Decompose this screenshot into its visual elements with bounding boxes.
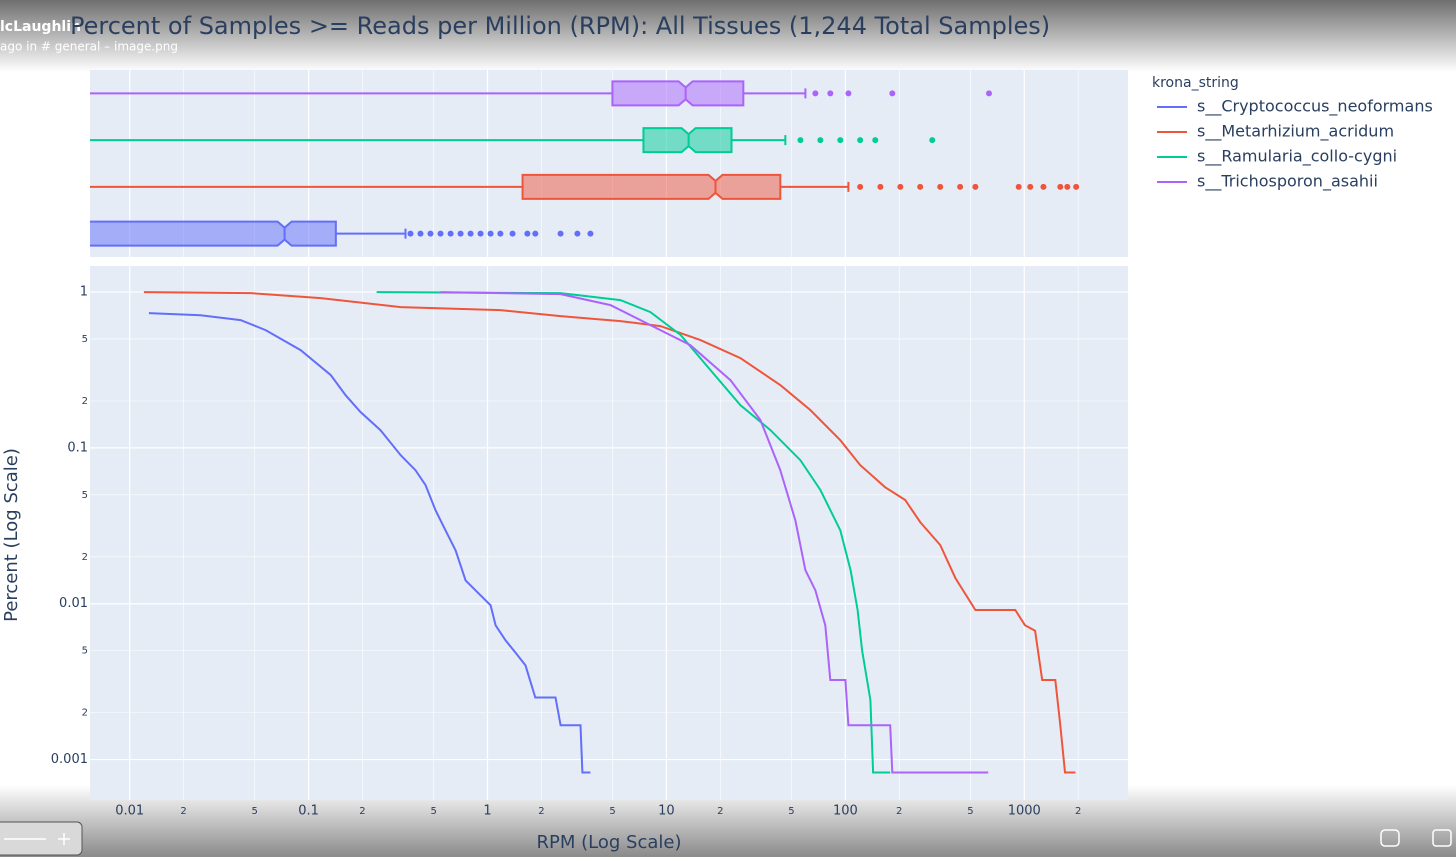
x-tick-label: 2	[180, 806, 186, 817]
outlier	[1015, 183, 1022, 190]
y-tick-label: 0.01	[59, 596, 88, 611]
slack-user: lcLaughlin	[0, 19, 81, 35]
outlier	[985, 90, 992, 97]
zoom-plus[interactable]	[58, 833, 70, 845]
x-tick-label: 5	[252, 806, 258, 817]
outlier	[817, 137, 824, 144]
survival-line	[143, 291, 1076, 774]
chart-title: Percent of Samples >= Reads per Million …	[70, 12, 1050, 40]
y-tick-label: 5	[82, 334, 88, 345]
y-tick-label: 1	[80, 285, 88, 300]
notched-box	[521, 173, 782, 200]
x-tick-label: 0.01	[115, 804, 144, 819]
x-tick-label: 2	[896, 806, 902, 817]
outlier	[872, 137, 879, 144]
outlier	[447, 230, 454, 237]
y-tick-label: 0.1	[67, 440, 88, 455]
y-axis-title: Percent (Log Scale)	[1, 448, 22, 622]
legend-label: s__Ramularia_collo-cygni	[1197, 147, 1397, 167]
outlier	[1073, 183, 1080, 190]
outlier	[497, 230, 504, 237]
survival-line	[440, 291, 989, 774]
outlier	[897, 183, 904, 190]
notched-box	[611, 80, 745, 107]
y-tick-label: 2	[82, 552, 88, 563]
outlier	[797, 137, 804, 144]
outlier	[812, 90, 819, 97]
x-tick-label: 1	[483, 804, 491, 819]
x-tick-label: 2	[717, 806, 723, 817]
outlier	[524, 230, 531, 237]
outlier	[857, 137, 864, 144]
y-tick-label: 5	[82, 646, 88, 657]
x-tick-label: 2	[538, 806, 544, 817]
legend-title: krona_string	[1152, 75, 1239, 91]
outlier	[407, 230, 414, 237]
outlier	[532, 230, 539, 237]
outlier	[857, 183, 864, 190]
x-tick-label: 5	[430, 806, 436, 817]
outlier	[467, 230, 474, 237]
outlier	[1027, 183, 1034, 190]
outlier	[1064, 183, 1071, 190]
outlier	[889, 90, 896, 97]
outlier	[1057, 183, 1064, 190]
x-tick-label: 5	[788, 806, 794, 817]
x-tick-label: 2	[1075, 806, 1081, 817]
legend-label: s__Metarhizium_acridum	[1197, 122, 1394, 142]
x-tick-label: 100	[833, 804, 858, 819]
outlier	[937, 183, 944, 190]
outlier	[929, 137, 936, 144]
legend-label: s__Cryptococcus_neoformans	[1197, 97, 1433, 117]
download-icon[interactable]	[1380, 829, 1400, 847]
notched-box	[642, 127, 733, 154]
y-tick-label: 2	[82, 708, 88, 719]
outlier	[509, 230, 516, 237]
outlier	[845, 90, 852, 97]
y-tick-label: 0.001	[51, 752, 88, 767]
survival-line	[148, 312, 591, 774]
outlier	[457, 230, 464, 237]
x-tick-label: 5	[609, 806, 615, 817]
outlier	[917, 183, 924, 190]
outlier	[972, 183, 979, 190]
slack-context: ago in # general – image.png	[0, 40, 178, 54]
x-tick-label: 0.1	[298, 804, 319, 819]
outlier	[487, 230, 494, 237]
y-tick-label: 5	[82, 490, 88, 501]
x-axis-title: RPM (Log Scale)	[537, 832, 682, 853]
outlier	[957, 183, 964, 190]
x-tick-label: 10	[658, 804, 675, 819]
plot-area	[90, 266, 1128, 800]
outlier	[437, 230, 444, 237]
outlier	[587, 230, 594, 237]
survival-line	[376, 291, 891, 774]
outlier	[827, 90, 834, 97]
outlier	[574, 230, 581, 237]
x-tick-label: 2	[359, 806, 365, 817]
outlier	[557, 230, 564, 237]
outlier	[837, 137, 844, 144]
x-tick-label: 5	[967, 806, 973, 817]
outlier	[427, 230, 434, 237]
top-shade	[0, 0, 1456, 72]
legend-label: s__Trichosporon_asahii	[1197, 172, 1378, 192]
outlier	[477, 230, 484, 237]
outlier	[877, 183, 884, 190]
y-tick-label: 2	[82, 396, 88, 407]
notched-box	[90, 220, 337, 247]
outlier	[417, 230, 424, 237]
outlier	[1040, 183, 1047, 190]
panel-icon[interactable]	[1432, 829, 1452, 847]
x-tick-label: 1000	[1008, 804, 1041, 819]
